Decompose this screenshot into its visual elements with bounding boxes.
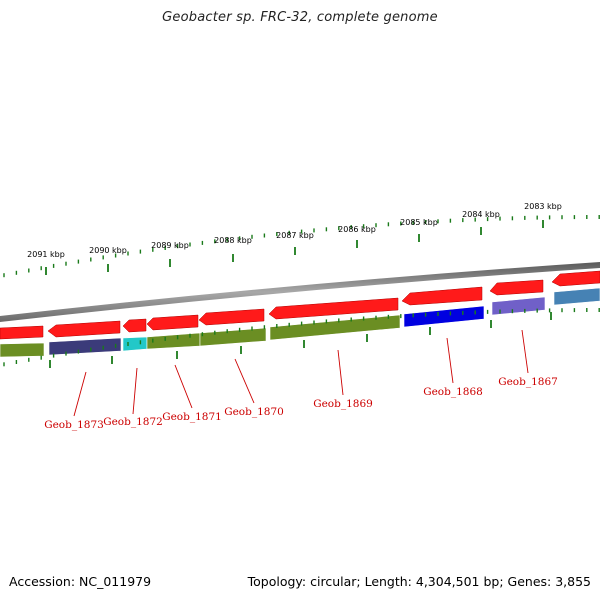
- cog-block: [491, 296, 546, 316]
- kbp-label: 2090 kbp: [89, 246, 127, 255]
- cog-block: [122, 336, 148, 352]
- backbone-ring: [0, 262, 600, 322]
- kbp-label: 2085 kbp: [400, 218, 438, 227]
- inner-major-ticks: [49, 312, 552, 368]
- leader-lines: [73, 329, 529, 417]
- kbp-label: 2089 kbp: [151, 241, 189, 250]
- gene-arrow: [146, 314, 199, 331]
- leader-line: [174, 364, 193, 409]
- inner-scale: [3, 308, 600, 368]
- gene-arrow: [551, 270, 600, 287]
- cog-block: [146, 332, 201, 350]
- kbp-label: 2083 kbp: [524, 202, 562, 211]
- kbp-label: 2086 kbp: [338, 225, 376, 234]
- inner-minor-ticks: [3, 308, 600, 367]
- gene-label: Geob_1872: [103, 416, 163, 428]
- gene-label: Geob_1869: [313, 398, 373, 410]
- forward-strand: [0, 270, 600, 340]
- cog-block: [199, 327, 267, 347]
- cog-block: [48, 337, 122, 356]
- kbp-label: 2087 kbp: [276, 231, 314, 240]
- kbp-label: 2084 kbp: [462, 210, 500, 219]
- gene-arrow: [489, 279, 544, 296]
- gene-labels: Geob_1873 Geob_1872 Geob_1871 Geob_1870 …: [44, 376, 558, 431]
- leader-line: [446, 337, 454, 384]
- gene-arrow: [268, 297, 399, 320]
- kbp-label: 2091 kbp: [27, 250, 65, 259]
- kbp-labels: 2091 kbp 2090 kbp 2089 kbp 2088 kbp 2087…: [27, 202, 562, 259]
- cog-block: [0, 342, 45, 358]
- leader-line: [337, 349, 344, 396]
- outer-major-ticks: [45, 220, 544, 275]
- cog-block: [553, 287, 600, 306]
- map-title: Geobacter sp. FRC-32, complete genome: [162, 10, 438, 25]
- outer-scale: 2091 kbp 2090 kbp 2089 kbp 2088 kbp 2087…: [3, 202, 600, 278]
- gene-arrow: [47, 320, 121, 338]
- cog-block: [269, 314, 401, 341]
- gene-arrow: [122, 318, 147, 333]
- outer-minor-ticks: [3, 215, 600, 278]
- genome-summary: Topology: circular; Length: 4,304,501 bp…: [247, 574, 591, 589]
- gene-label: Geob_1870: [224, 406, 284, 418]
- cog-block: [403, 305, 485, 328]
- leader-line: [132, 367, 138, 415]
- gene-label: Geob_1868: [423, 386, 483, 398]
- gene-label: Geob_1867: [498, 376, 558, 388]
- kbp-label: 2088 kbp: [214, 236, 252, 245]
- gene-label: Geob_1871: [162, 411, 222, 423]
- leader-line: [73, 371, 87, 417]
- gene-arrow: [401, 286, 483, 306]
- leader-line: [521, 329, 529, 374]
- gene-arrow: [0, 325, 44, 340]
- gene-arrow: [198, 308, 265, 326]
- gene-label: Geob_1873: [44, 419, 104, 431]
- cog-track: [0, 287, 600, 358]
- accession-text: Accession: NC_011979: [9, 574, 152, 589]
- leader-line: [234, 358, 255, 404]
